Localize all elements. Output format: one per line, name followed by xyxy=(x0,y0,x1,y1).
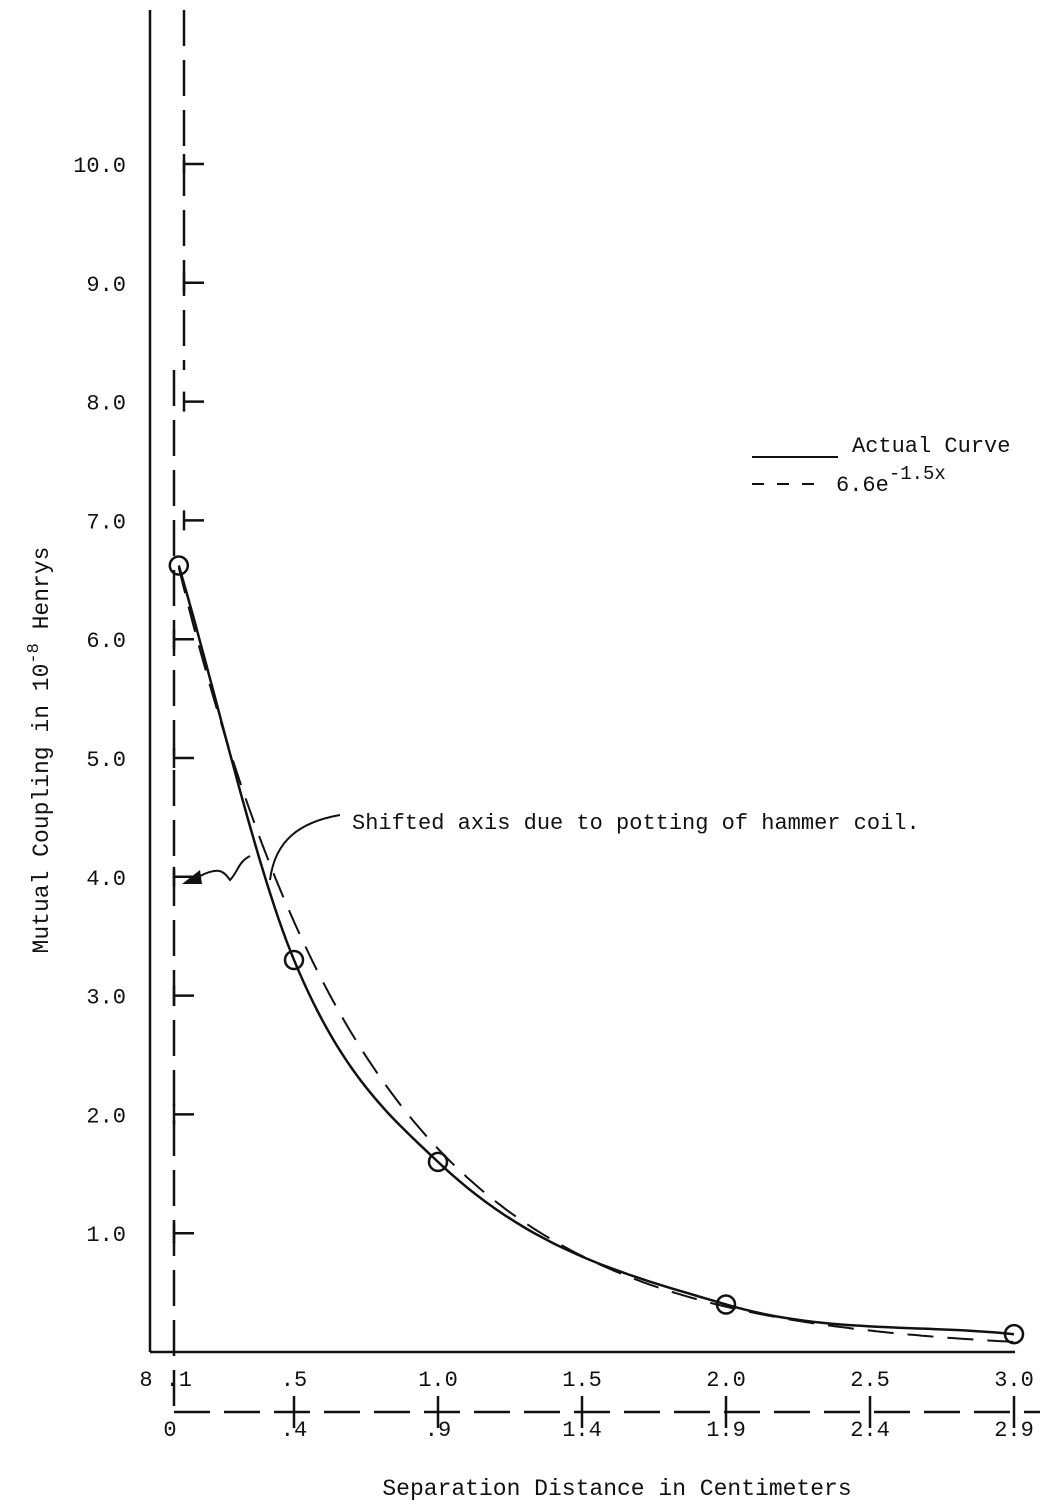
x-tick-label-3: 1.0 xyxy=(418,1368,458,1393)
y-tick-label-7: 8.0 xyxy=(86,392,126,417)
data-point-0 xyxy=(168,555,190,576)
data-points xyxy=(168,555,1025,1345)
x-tick-label-5: 2.0 xyxy=(706,1368,746,1393)
annotation-arrow-line xyxy=(199,855,251,882)
x-axis-title: Separation Distance in Centimeters xyxy=(382,1476,851,1502)
shifted-x-tick-label-4: 1.9 xyxy=(706,1418,746,1443)
y-tick-label-4: 5.0 xyxy=(86,748,126,773)
annotation-arrowhead xyxy=(182,870,202,884)
series-actual-line xyxy=(177,565,1015,1336)
y-tick-label-6: 7.0 xyxy=(86,510,126,535)
data-point-3 xyxy=(715,1294,737,1315)
data-point-1 xyxy=(283,949,305,971)
shifted-x-tick-label-3: 1.4 xyxy=(562,1418,602,1443)
x-tick-label-6: 2.5 xyxy=(850,1368,890,1393)
x-tick-label-2: .5 xyxy=(281,1368,307,1393)
y-tick-label-9: 10.0 xyxy=(73,154,126,179)
y-axis-title: Mutual Coupling in 10-8 Henrys xyxy=(25,547,55,954)
y-tick-label-0: 1.0 xyxy=(86,1223,126,1248)
legend: Actual Curve 6.6e-1.5x xyxy=(752,434,1010,498)
legend-fit-label-base: 6.6e xyxy=(836,473,889,498)
x-ticks-shifted: 0 .4 .9 1.4 1.9 2.4 2.9 xyxy=(163,1396,1034,1443)
y-ticks: 1.0 2.0 3.0 4.0 5.0 6.0 7.0 8.0 9.0 10.0 xyxy=(73,154,204,1248)
data-point-4 xyxy=(1003,1323,1025,1345)
y-tick-label-2: 3.0 xyxy=(86,986,126,1011)
annotation-leader-line xyxy=(269,814,341,881)
legend-fit-label-exponent: -1.5x xyxy=(889,463,946,485)
legend-fit-label: 6.6e-1.5x xyxy=(836,463,946,498)
x-tick-label-1: .1 xyxy=(166,1368,192,1393)
y-tick-label-1: 2.0 xyxy=(86,1104,126,1129)
y-axis-title-tail: Henrys xyxy=(29,547,55,644)
y-axis-title-exponent: -8 xyxy=(25,643,44,663)
legend-actual-label: Actual Curve xyxy=(852,434,1010,459)
y-tick-label-3: 4.0 xyxy=(86,867,126,892)
series-fit-line xyxy=(177,567,1015,1343)
shifted-x-tick-label-2: .9 xyxy=(425,1418,451,1443)
y-tick-label-5: 6.0 xyxy=(86,629,126,654)
shifted-axis-annotation: Shifted axis due to potting of hammer co… xyxy=(182,811,920,884)
shifted-x-tick-label-6: 2.9 xyxy=(994,1418,1034,1443)
shifted-x-tick-label-5: 2.4 xyxy=(850,1418,890,1443)
shifted-x-tick-label-1: .4 xyxy=(281,1418,307,1443)
x-tick-label-4: 1.5 xyxy=(562,1368,602,1393)
y-tick-label-8: 9.0 xyxy=(86,273,126,298)
y-axis-title-main: Mutual Coupling in 10 xyxy=(29,664,55,954)
annotation-text: Shifted axis due to potting of hammer co… xyxy=(352,811,920,836)
data-point-2 xyxy=(427,1151,449,1173)
shifted-x-tick-label-0: 0 xyxy=(163,1418,176,1443)
x-tick-label-0: 8 xyxy=(139,1368,152,1393)
x-ticks-original: 8 .1 .5 1.0 1.5 2.0 2.5 3.0 xyxy=(139,1368,1033,1393)
x-tick-label-7: 3.0 xyxy=(994,1368,1034,1393)
